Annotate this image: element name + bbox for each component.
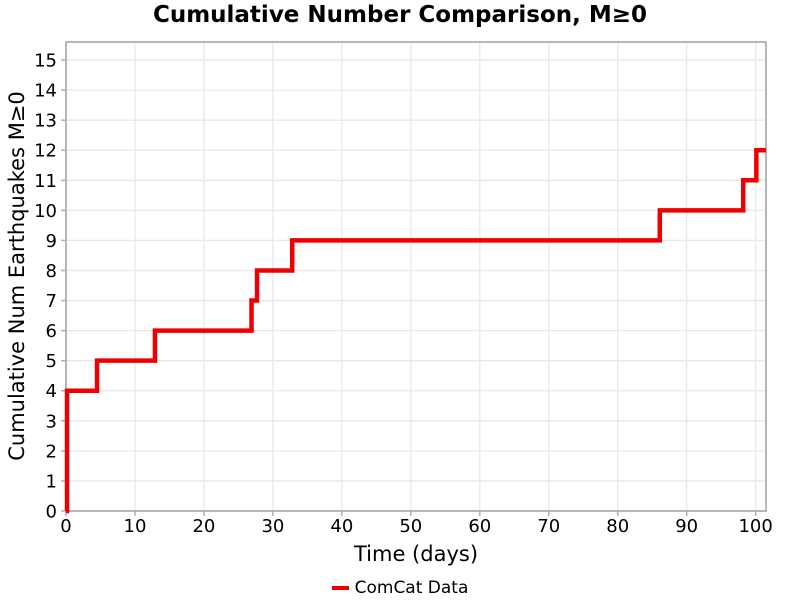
series-line-comcat (64, 147, 766, 514)
y-tick-label: 8 (46, 261, 57, 282)
y-tick-label: 2 (46, 441, 57, 462)
y-axis-title: Cumulative Num Earthquakes M≥0 (5, 91, 29, 461)
legend-line-swatch (331, 586, 349, 590)
y-tick-label: 5 (46, 351, 57, 372)
y-tick-label: 9 (46, 231, 57, 252)
x-tick-label: 100 (738, 516, 772, 537)
y-tick-label: 12 (34, 141, 57, 162)
y-tick-label: 15 (34, 51, 57, 72)
y-tick-label: 10 (34, 201, 57, 222)
x-tick-label: 40 (330, 516, 353, 537)
x-tick-label: 10 (124, 516, 147, 537)
x-tick-label: 20 (192, 516, 215, 537)
x-axis-title: Time (days) (353, 542, 479, 566)
y-tick-label: 0 (46, 502, 57, 523)
x-tick-label: 30 (261, 516, 284, 537)
y-tick-label: 13 (34, 111, 57, 132)
y-tick-label: 14 (34, 81, 57, 102)
y-tick-label: 1 (46, 471, 57, 492)
y-tick-label: 7 (46, 291, 57, 312)
plot-border (65, 41, 767, 512)
x-tick-label: 80 (606, 516, 629, 537)
y-tick-label: 4 (46, 381, 57, 402)
legend-label: ComCat Data (354, 578, 469, 598)
x-tick-label: 0 (60, 516, 71, 537)
y-tick-label: 6 (46, 321, 57, 342)
legend: ComCat Data (0, 576, 800, 600)
x-tick-label: 90 (675, 516, 698, 537)
x-tick-label: 70 (537, 516, 560, 537)
y-tick-label: 11 (34, 171, 57, 192)
chart-title: Cumulative Number Comparison, M≥0 (152, 2, 648, 28)
x-tick-label: 60 (468, 516, 491, 537)
y-tick-label: 3 (46, 411, 57, 432)
x-tick-label: 50 (399, 516, 422, 537)
